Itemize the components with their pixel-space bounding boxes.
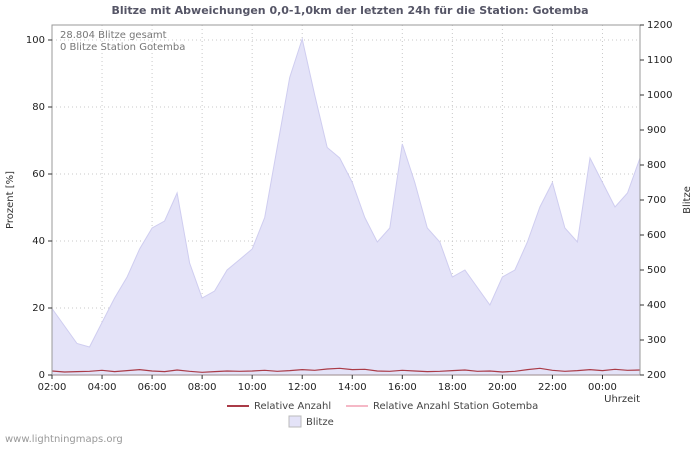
y-axis-right-tick-label: 200 (647, 370, 666, 381)
y-axis-left-tick-label: 0 (39, 370, 45, 381)
x-axis-tick-label: 02:00 (38, 382, 67, 393)
ticks-layer (48, 24, 644, 379)
y-axis-label-left: Prozent [%] (5, 171, 16, 229)
x-axis-tick-label: 06:00 (138, 382, 167, 393)
y-axis-left-tick-label: 60 (32, 169, 45, 180)
y-axis-right-tick-label: 300 (647, 335, 666, 346)
y-axis-label-right: Blitze (682, 186, 693, 214)
annotation-station-blitze: 0 Blitze Station Gotemba (60, 42, 185, 53)
y-axis-left-tick-label: 40 (32, 236, 45, 247)
y-axis-left-tick-label: 80 (32, 102, 45, 113)
series-layer (51, 37, 641, 376)
y-axis-right-tick-label: 1200 (647, 20, 672, 31)
x-axis-tick-label: 22:00 (538, 382, 567, 393)
legend-swatch-blitze-icon (288, 415, 302, 428)
x-axis-tick-label: 14:00 (338, 382, 367, 393)
y-axis-right-tick-label: 500 (647, 265, 666, 276)
x-axis-tick-label: 08:00 (188, 382, 217, 393)
y-axis-left-tick-label: 100 (26, 35, 45, 46)
y-axis-right-tick-label: 800 (647, 160, 666, 171)
y-axis-right-tick-label: 400 (647, 300, 666, 311)
x-axis-tick-label: 12:00 (288, 382, 317, 393)
legend-label-blitze: Blitze (306, 417, 334, 428)
y-axis-left-tick-label: 20 (32, 303, 45, 314)
tick-labels-layer: 0 20 40 60 80 100 200 300 400 500 600 700 800 900 1000… (26, 20, 673, 393)
annotation-total-blitze: 28.804 Blitze gesamt (60, 30, 167, 41)
x-axis-tick-label: 18:00 (438, 382, 467, 393)
x-axis-label: Uhrzeit (604, 394, 640, 405)
y-axis-right-tick-label: 600 (647, 230, 666, 241)
x-axis-tick-label: 16:00 (388, 382, 417, 393)
area-series-blitze (51, 37, 641, 376)
legend-label-relative: Relative Anzahl (254, 401, 331, 412)
watermark: www.lightningmaps.org (5, 434, 123, 445)
x-axis-tick-label: 00:00 (588, 382, 617, 393)
legend-label-relative-station: Relative Anzahl Station Gotemba (373, 401, 538, 412)
y-axis-right-tick-label: 1000 (647, 90, 672, 101)
y-axis-right-tick-label: 700 (647, 195, 666, 206)
x-axis-tick-label: 20:00 (488, 382, 517, 393)
y-axis-right-tick-label: 900 (647, 125, 666, 136)
chart-title: Blitze mit Abweichungen 0,0-1,0km der le… (111, 4, 588, 17)
line-series-relative (51, 367, 641, 373)
x-axis-tick-label: 10:00 (238, 382, 267, 393)
y-axis-right-tick-label: 1100 (647, 55, 672, 66)
x-axis-tick-label: 04:00 (88, 382, 117, 393)
